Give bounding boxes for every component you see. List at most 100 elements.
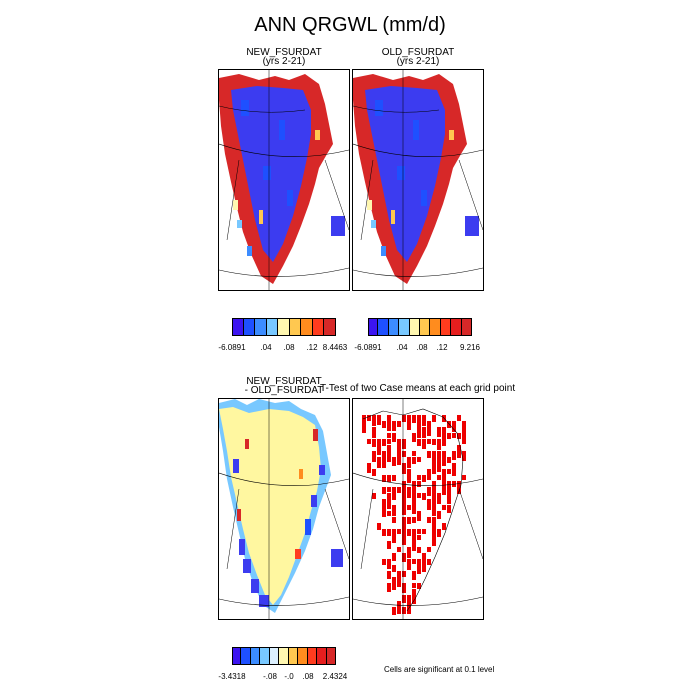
ttest-title: T-Test of two Case means at each grid po… [320, 383, 516, 394]
significant-cell [402, 607, 406, 614]
significant-cell [457, 445, 461, 454]
significant-cell [407, 607, 411, 614]
significant-cell [367, 463, 371, 473]
significant-cell [442, 469, 446, 475]
colorbar-swatch [232, 318, 244, 336]
significant-cell [392, 457, 396, 466]
significant-cell [412, 499, 416, 508]
panel-title-line2: - OLD_FSURDAT [244, 385, 324, 396]
significant-cell [442, 523, 446, 530]
significant-cell [387, 445, 391, 455]
significant-cell [427, 427, 431, 436]
significant-cell [422, 529, 426, 534]
significant-cell [372, 415, 376, 423]
colorbar-swatch [440, 318, 452, 336]
significant-cell [427, 505, 431, 510]
significant-cell [442, 487, 446, 495]
significant-cell [412, 583, 416, 588]
significant-cell [417, 493, 421, 498]
significant-cell [427, 451, 431, 458]
map-panel-old-fsurdat [352, 69, 484, 291]
colorbar-swatch [279, 647, 289, 665]
significant-cell [412, 529, 416, 538]
significant-cell [402, 499, 406, 506]
significant-cell [422, 427, 426, 433]
significant-cell [392, 583, 396, 590]
colorbar-swatch [243, 318, 256, 336]
colorbar-tick: .08 [283, 343, 295, 352]
significant-cell [437, 475, 441, 480]
significant-cell [412, 571, 416, 580]
significant-cell [432, 487, 436, 493]
significant-cell [432, 499, 436, 506]
significant-cell [382, 451, 386, 458]
significant-cell [392, 607, 396, 615]
colorbar-swatch [388, 318, 400, 336]
significant-cell [447, 481, 451, 487]
significant-cell [392, 529, 396, 535]
colorbar-swatch [241, 647, 251, 665]
significant-cell [437, 511, 441, 519]
significant-cell [402, 571, 406, 577]
colorbar-swatch [378, 318, 389, 336]
significant-cell [432, 523, 436, 532]
significant-cell [407, 421, 411, 430]
significant-cell [432, 517, 436, 526]
significant-cell [422, 439, 426, 449]
significant-cell [432, 505, 436, 511]
significant-cell [442, 475, 446, 482]
significant-cell [377, 463, 381, 468]
significant-cell [432, 469, 436, 474]
significant-cell [447, 469, 451, 474]
significant-cell [397, 451, 401, 460]
significant-cell [412, 457, 416, 464]
significant-cell [407, 517, 411, 524]
colorbar-tick: .08 [416, 343, 428, 352]
significant-cell [382, 487, 386, 494]
colorbar-swatch [288, 647, 299, 665]
significant-cell [387, 493, 391, 502]
significant-cell [437, 529, 441, 537]
significant-cell [462, 475, 466, 480]
significant-cell [417, 481, 421, 487]
colorbar-swatch [368, 318, 379, 336]
significant-cell [382, 439, 386, 446]
significant-cell [437, 463, 441, 472]
significant-cell [417, 433, 421, 438]
significant-cell [447, 433, 451, 439]
figure-title: ANN QRGWL (mm/d) [254, 14, 446, 36]
colorbar-swatch [399, 318, 410, 336]
significant-cell [427, 559, 431, 565]
significant-cell [382, 457, 386, 465]
significant-cell [432, 451, 436, 459]
significant-cell [387, 439, 391, 444]
significant-cell [442, 451, 446, 461]
significant-cell [417, 535, 421, 540]
significant-cell [417, 475, 421, 480]
panel-title-line2: (yrs 2-21) [262, 56, 306, 67]
significant-cell [427, 469, 431, 479]
significant-cell [407, 553, 411, 558]
significant-cell [427, 421, 431, 428]
significant-cell [422, 565, 426, 572]
significant-cell [402, 487, 406, 494]
significant-cell [372, 451, 376, 461]
colorbar-tick: -6.0891 [354, 343, 382, 352]
significant-cell [387, 475, 391, 482]
significant-cell [462, 433, 466, 442]
colorbar-tick: .04 [260, 343, 272, 352]
colorbar-swatch [266, 318, 279, 336]
panel-title-bottom-left: NEW_FSURDAT - OLD_FSURDAT [218, 377, 350, 396]
significant-cell [412, 493, 416, 502]
significant-cell [402, 535, 406, 545]
significant-cell [422, 433, 426, 438]
colorbar-swatch [232, 647, 242, 665]
significant-cell [377, 457, 381, 463]
significant-cell [417, 439, 421, 446]
significant-cell [382, 463, 386, 468]
significant-cell [447, 493, 451, 503]
significant-cell [412, 595, 416, 604]
significant-cell [412, 433, 416, 442]
significant-cell [402, 463, 406, 470]
significant-cell [402, 523, 406, 532]
